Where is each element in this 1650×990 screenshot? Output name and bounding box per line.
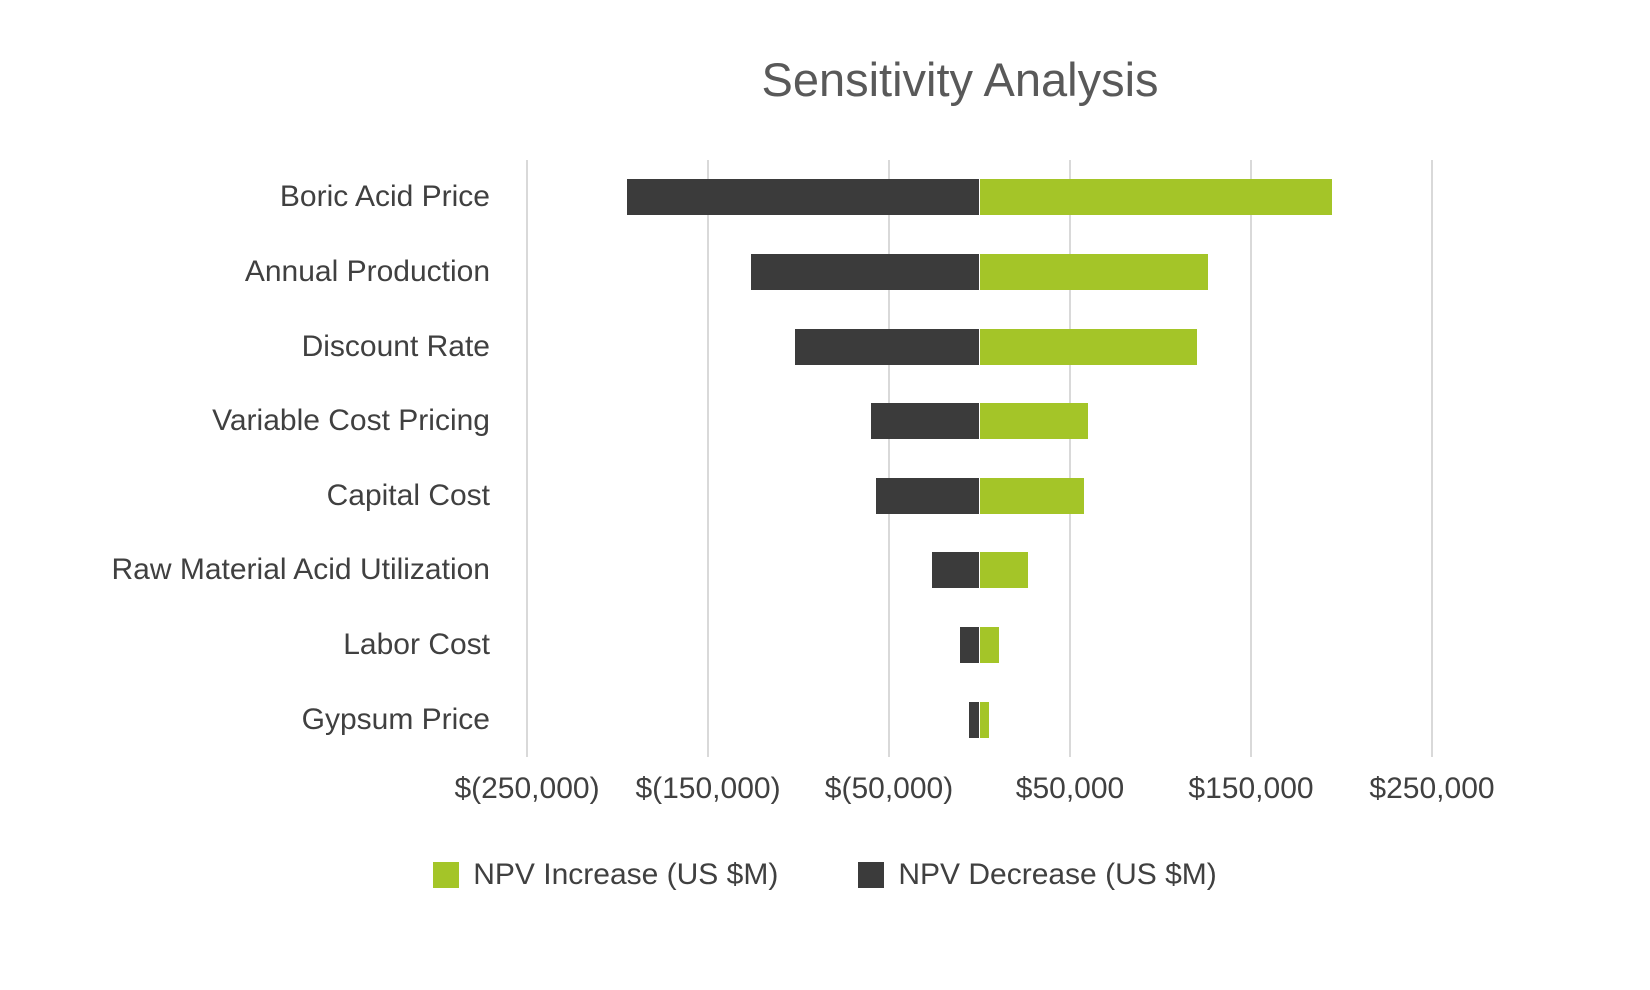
- category-label: Gypsum Price: [301, 702, 490, 736]
- legend-swatch-decrease: [858, 862, 885, 888]
- bar-npv-increase: [979, 477, 1085, 514]
- x-tick-label: $(150,000): [635, 772, 781, 805]
- bar-npv-increase: [979, 552, 1029, 589]
- bar-npv-decrease: [626, 179, 980, 216]
- bar-npv-increase: [979, 328, 1197, 365]
- chart-title: Sensitivity Analysis: [761, 53, 1159, 106]
- gridline: [1250, 160, 1252, 757]
- plot-area: [526, 160, 1433, 757]
- x-tick-label: $(250,000): [454, 772, 600, 805]
- x-tick-label: $250,000: [1369, 772, 1495, 805]
- gridline: [1431, 160, 1433, 757]
- gridline: [1069, 160, 1071, 757]
- category-label: Capital Cost: [326, 478, 490, 512]
- bar-npv-decrease: [870, 403, 980, 440]
- bar-npv-decrease: [932, 552, 980, 589]
- bar-npv-decrease: [968, 701, 980, 738]
- category-label: Variable Cost Pricing: [212, 404, 490, 438]
- bar-npv-increase: [979, 627, 1000, 664]
- bar-npv-increase: [979, 403, 1089, 440]
- x-tick-label: $150,000: [1188, 772, 1314, 805]
- legend: NPV Increase (US $M) NPV Decrease (US $M): [0, 858, 1650, 892]
- bar-npv-increase: [979, 253, 1208, 290]
- bar-npv-decrease: [751, 253, 980, 290]
- legend-item-increase: NPV Increase (US $M): [433, 858, 778, 892]
- category-label: Labor Cost: [343, 628, 490, 662]
- bar-npv-decrease: [876, 477, 980, 514]
- legend-label: NPV Decrease (US $M): [898, 858, 1217, 891]
- legend-item-decrease: NPV Decrease (US $M): [858, 858, 1217, 892]
- category-label: Discount Rate: [301, 329, 490, 363]
- bar-npv-decrease: [959, 627, 980, 664]
- category-label: Boric Acid Price: [279, 180, 490, 214]
- bar-npv-increase: [979, 179, 1333, 216]
- x-tick-label: $50,000: [1015, 772, 1125, 805]
- gridline: [888, 160, 890, 757]
- bar-npv-increase: [979, 701, 989, 738]
- x-tick-label: $(50,000): [824, 772, 954, 805]
- legend-label: NPV Increase (US $M): [473, 858, 779, 891]
- gridline: [707, 160, 709, 757]
- category-label: Annual Production: [244, 254, 490, 288]
- gridline: [526, 160, 528, 757]
- bar-npv-decrease: [794, 328, 980, 365]
- category-label: Raw Material Acid Utilization: [111, 553, 490, 587]
- legend-swatch-increase: [433, 862, 460, 888]
